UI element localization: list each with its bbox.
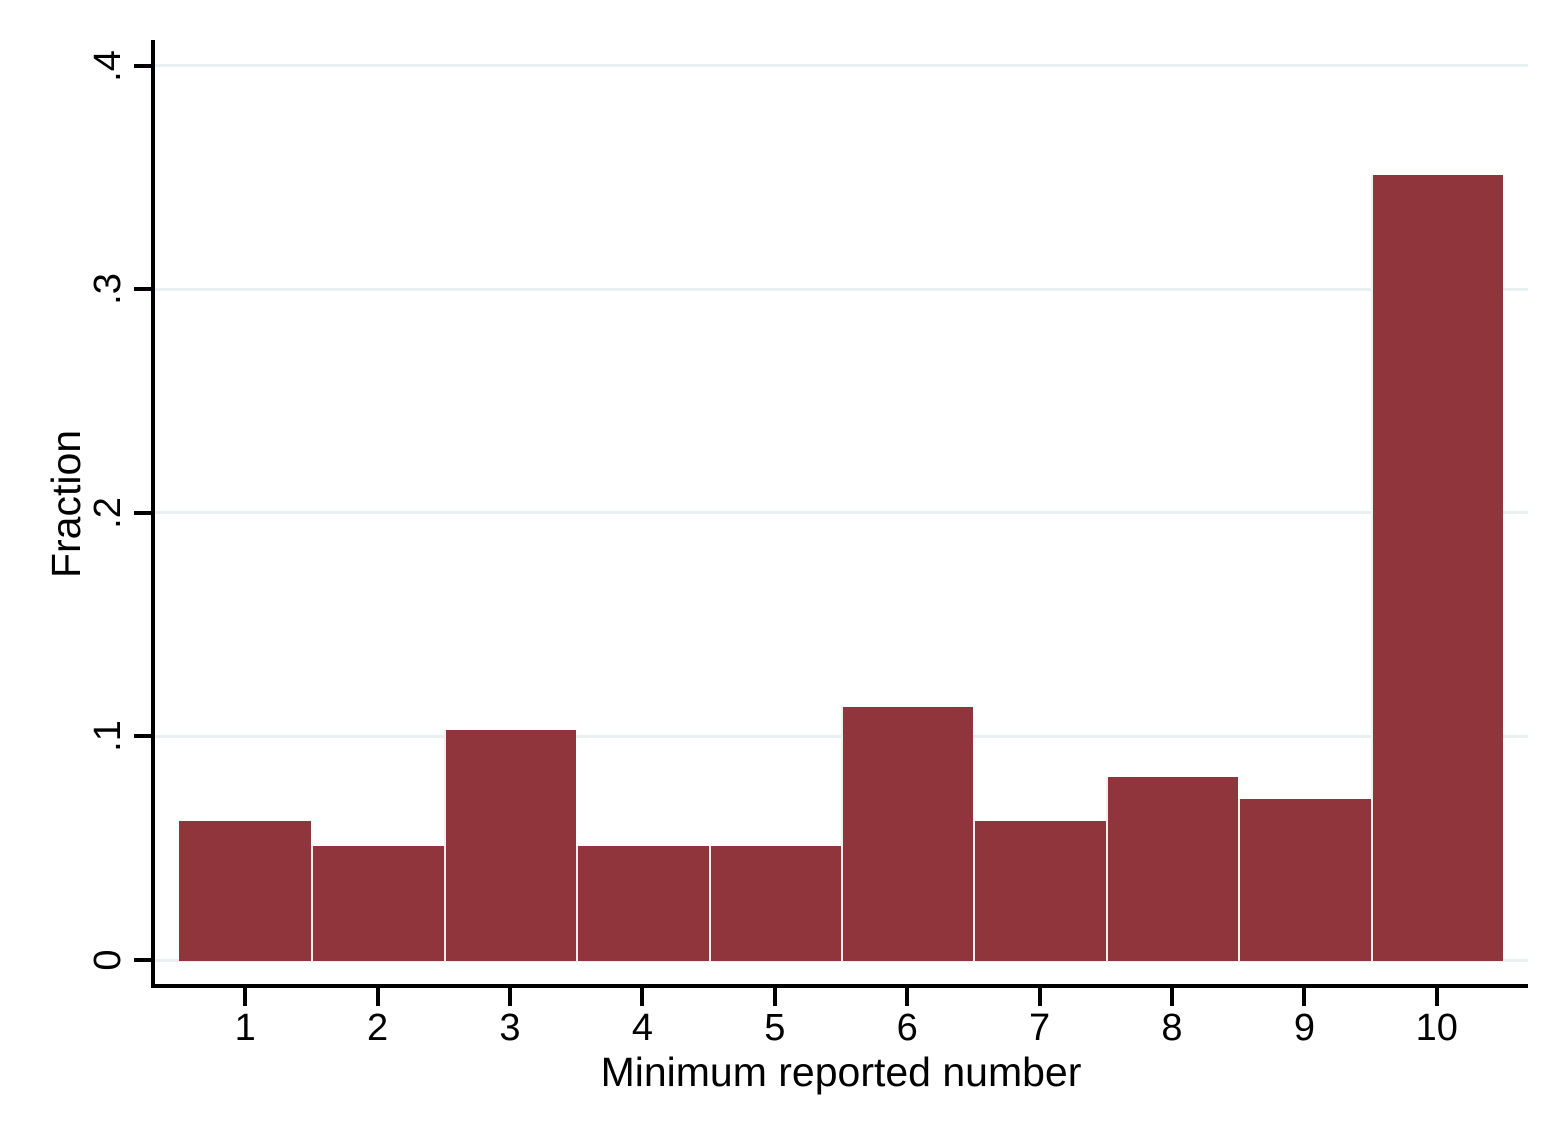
histogram-bar-8	[1105, 776, 1239, 962]
histogram-bar-7	[973, 821, 1106, 962]
y-tick-label: .3	[87, 273, 129, 306]
x-tick-mark	[1037, 988, 1042, 1006]
x-axis-title: Minimum reported number	[600, 1049, 1082, 1095]
x-tick-mark	[1170, 988, 1174, 1006]
y-tick-label: .1	[87, 720, 129, 753]
y-gridline	[155, 511, 1528, 515]
y-tick-label: .4	[87, 49, 129, 82]
histogram-bar-4	[576, 845, 709, 962]
histogram-bar-2	[311, 845, 444, 962]
x-tick-label: 10	[1415, 1007, 1458, 1049]
histogram-bar-5	[708, 845, 841, 962]
y-axis-title: Fraction	[43, 429, 89, 579]
histogram-bar-3	[443, 729, 577, 962]
y-axis-spine	[151, 40, 155, 988]
x-tick-label: 7	[1029, 1007, 1051, 1049]
y-tick-label: .2	[87, 496, 129, 529]
histogram-bar-9	[1238, 799, 1371, 962]
x-tick-mark	[772, 988, 777, 1006]
x-axis-spine	[151, 984, 1528, 988]
y-tick-mark	[134, 958, 151, 962]
x-tick-label: 2	[367, 1007, 389, 1049]
histogram-bar-6	[841, 707, 974, 962]
x-tick-label: 9	[1293, 1007, 1315, 1049]
y-tick-mark	[134, 734, 151, 739]
x-tick-label: 3	[499, 1007, 521, 1049]
x-tick-mark	[905, 988, 910, 1006]
y-gridline	[155, 287, 1528, 291]
x-tick-label: 4	[631, 1007, 653, 1049]
histogram-bar-1	[179, 821, 312, 962]
x-tick-mark	[1434, 988, 1439, 1006]
x-tick-label: 8	[1161, 1007, 1183, 1049]
x-tick-mark	[640, 988, 645, 1006]
x-tick-label: 6	[896, 1007, 918, 1049]
y-tick-mark	[134, 63, 151, 68]
x-tick-mark	[508, 988, 512, 1006]
histogram-bar-10	[1370, 175, 1503, 962]
x-tick-mark	[243, 988, 248, 1006]
y-tick-mark	[134, 287, 151, 292]
y-tick-mark	[134, 510, 151, 515]
y-gridline	[155, 64, 1528, 68]
x-tick-mark	[375, 988, 380, 1006]
x-tick-label: 5	[764, 1007, 786, 1049]
y-tick-label: 0	[87, 949, 129, 971]
x-tick-mark	[1302, 988, 1307, 1006]
x-tick-label: 1	[234, 1007, 256, 1049]
